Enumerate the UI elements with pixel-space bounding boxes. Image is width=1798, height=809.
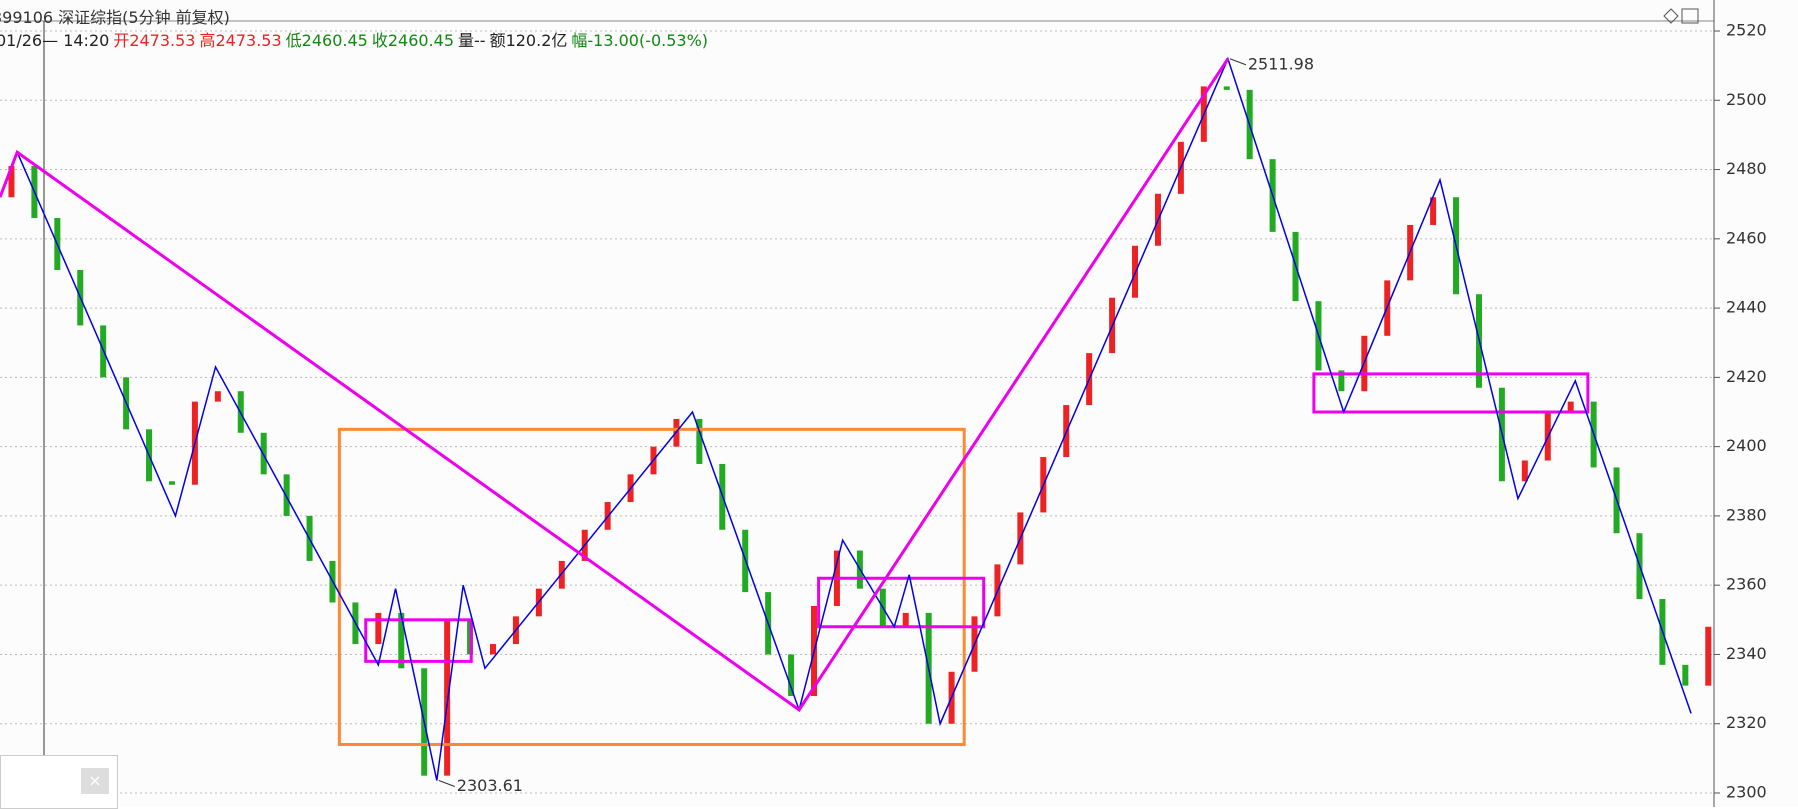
candle-body: [788, 654, 795, 697]
candle-body: [283, 474, 290, 516]
info-item: 低2460.45: [285, 31, 368, 50]
candle-body: [398, 612, 405, 669]
annotation-label: 2511.98: [1248, 54, 1314, 73]
candle-body: [8, 166, 15, 198]
y-tick-label: 2360: [1726, 575, 1767, 594]
zigzag-line: [16, 56, 1692, 781]
y-tick-label: 2480: [1726, 159, 1767, 178]
candle-body: [1430, 197, 1437, 225]
candle-body: [1705, 626, 1712, 686]
candle-body: [902, 612, 909, 627]
pin-icon[interactable]: [1663, 8, 1679, 24]
chart-title: 399106 深证综指(5分钟 前复权): [0, 8, 230, 27]
info-item: 量--: [458, 31, 486, 50]
y-tick-label: 2400: [1726, 436, 1767, 455]
range-box: [1312, 372, 1590, 414]
candle-body: [1521, 460, 1528, 482]
y-tick-label: 2440: [1726, 298, 1767, 317]
candle-body: [558, 560, 565, 589]
popup-panel: ×: [0, 755, 118, 809]
candle-body: [214, 391, 221, 402]
candle-body: [696, 418, 703, 464]
y-tick-label: 2380: [1726, 505, 1767, 524]
y-tick-label: 2300: [1726, 783, 1767, 802]
candle-body: [1682, 664, 1689, 686]
candle-body: [168, 481, 175, 485]
y-tick-label: 2500: [1726, 90, 1767, 109]
y-tick-label: 2520: [1726, 21, 1767, 40]
info-bar: 01/26— 14:20 开2473.53 高2473.53 低2460.45 收246…: [0, 27, 712, 51]
info-item: 开2473.53: [113, 31, 196, 50]
candle-body: [1338, 370, 1345, 392]
info-item: 高2473.53: [199, 31, 282, 50]
zigzag-line: [0, 57, 1230, 712]
candle-body: [489, 644, 496, 655]
annotation-pointer: [1229, 58, 1247, 66]
info-item: 01/26— 14:20: [0, 31, 110, 50]
y-tick-label: 2320: [1726, 713, 1767, 732]
annotation-label: 2303.61: [457, 776, 523, 795]
y-tick-label: 2420: [1726, 367, 1767, 386]
range-box: [817, 576, 986, 629]
close-button[interactable]: ×: [81, 768, 109, 794]
info-item: 收2460.45: [371, 31, 454, 50]
candle-body: [444, 619, 451, 776]
info-item: 额120.2亿: [489, 31, 568, 50]
candle-body: [375, 612, 382, 645]
candle-body: [1567, 401, 1574, 412]
annotation-pointer: [438, 780, 455, 787]
info-item: 幅-13.00(-0.53%): [571, 31, 709, 50]
panel-icon[interactable]: [1681, 8, 1699, 24]
y-tick-label: 2340: [1726, 644, 1767, 663]
range-box: [337, 427, 966, 747]
y-tick-label: 2460: [1726, 228, 1767, 247]
candle-body: [1223, 86, 1230, 90]
